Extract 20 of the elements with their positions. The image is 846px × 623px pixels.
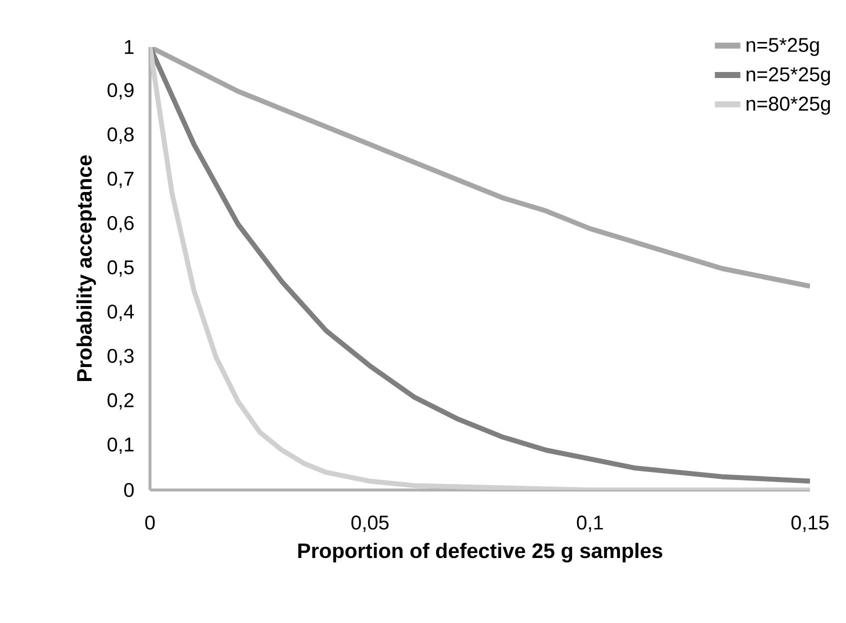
y-tick-label: 0,6: [108, 216, 134, 232]
x-tick-label: 0: [145, 516, 155, 530]
y-tick-label: 1: [124, 40, 134, 54]
x-axis-title: Proportion of defective 25 g samples: [298, 542, 662, 562]
y-tick-label: 0: [124, 482, 134, 498]
legend-label: n=5*25g: [746, 38, 819, 56]
y-tick-label: 0,5: [108, 260, 134, 277]
y-tick-label: 0,8: [108, 127, 134, 144]
legend-label: n=80*25g: [746, 96, 830, 115]
y-tick-label: 0,7: [108, 172, 134, 188]
y-tick-label: 0,3: [108, 348, 134, 366]
x-tick-label: 0,05: [351, 516, 389, 532]
y-tick-label: 0,9: [108, 83, 134, 100]
y-tick-label: 0,4: [108, 304, 134, 322]
y-axis-title: Probability acceptance: [76, 155, 96, 382]
legend-label: n=25*25g: [746, 67, 830, 86]
x-tick-label: 0,15: [791, 516, 829, 532]
x-tick-label: 0,1: [576, 516, 603, 532]
y-tick-label: 0,2: [108, 393, 134, 410]
y-tick-label: 0,1: [108, 437, 134, 454]
